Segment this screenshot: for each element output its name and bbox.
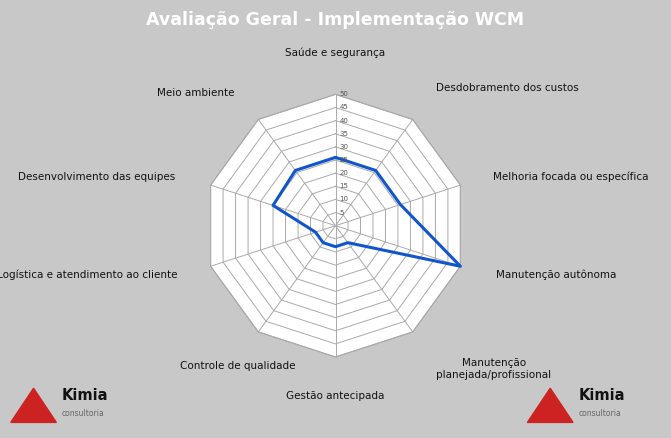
Text: 30: 30 bbox=[340, 144, 348, 150]
Text: 15: 15 bbox=[340, 183, 348, 189]
Text: 40: 40 bbox=[340, 118, 348, 124]
Polygon shape bbox=[527, 388, 573, 422]
Text: Manutenção
planejada/profissional: Manutenção planejada/profissional bbox=[436, 358, 551, 380]
Text: 20: 20 bbox=[340, 170, 348, 176]
Text: Melhoria focada ou específica: Melhoria focada ou específica bbox=[493, 172, 649, 182]
Text: Desenvolvimento das equipes: Desenvolvimento das equipes bbox=[18, 172, 175, 182]
Text: Kimia: Kimia bbox=[62, 388, 108, 403]
Text: 25: 25 bbox=[340, 157, 348, 163]
Text: Gestão antecipada: Gestão antecipada bbox=[287, 391, 384, 401]
Text: Kimia: Kimia bbox=[578, 388, 625, 403]
Text: 10: 10 bbox=[340, 196, 348, 202]
Text: Desdobramento dos custos: Desdobramento dos custos bbox=[436, 83, 579, 93]
Text: Saúde e segurança: Saúde e segurança bbox=[285, 47, 386, 57]
Text: Logística e atendimento ao cliente: Logística e atendimento ao cliente bbox=[0, 269, 178, 279]
Text: consultoria: consultoria bbox=[578, 409, 621, 418]
Text: Meio ambiente: Meio ambiente bbox=[158, 88, 235, 98]
Text: 45: 45 bbox=[340, 105, 348, 110]
Polygon shape bbox=[11, 388, 56, 422]
Polygon shape bbox=[211, 94, 460, 357]
Text: 50: 50 bbox=[340, 92, 348, 97]
Text: Controle de qualidade: Controle de qualidade bbox=[180, 361, 295, 371]
Text: 5: 5 bbox=[340, 209, 344, 215]
Text: Manutenção autônoma: Manutenção autônoma bbox=[496, 269, 616, 279]
Text: 35: 35 bbox=[340, 131, 348, 137]
Text: consultoria: consultoria bbox=[62, 409, 105, 418]
Text: Avaliação Geral - Implementação WCM: Avaliação Geral - Implementação WCM bbox=[146, 11, 525, 29]
